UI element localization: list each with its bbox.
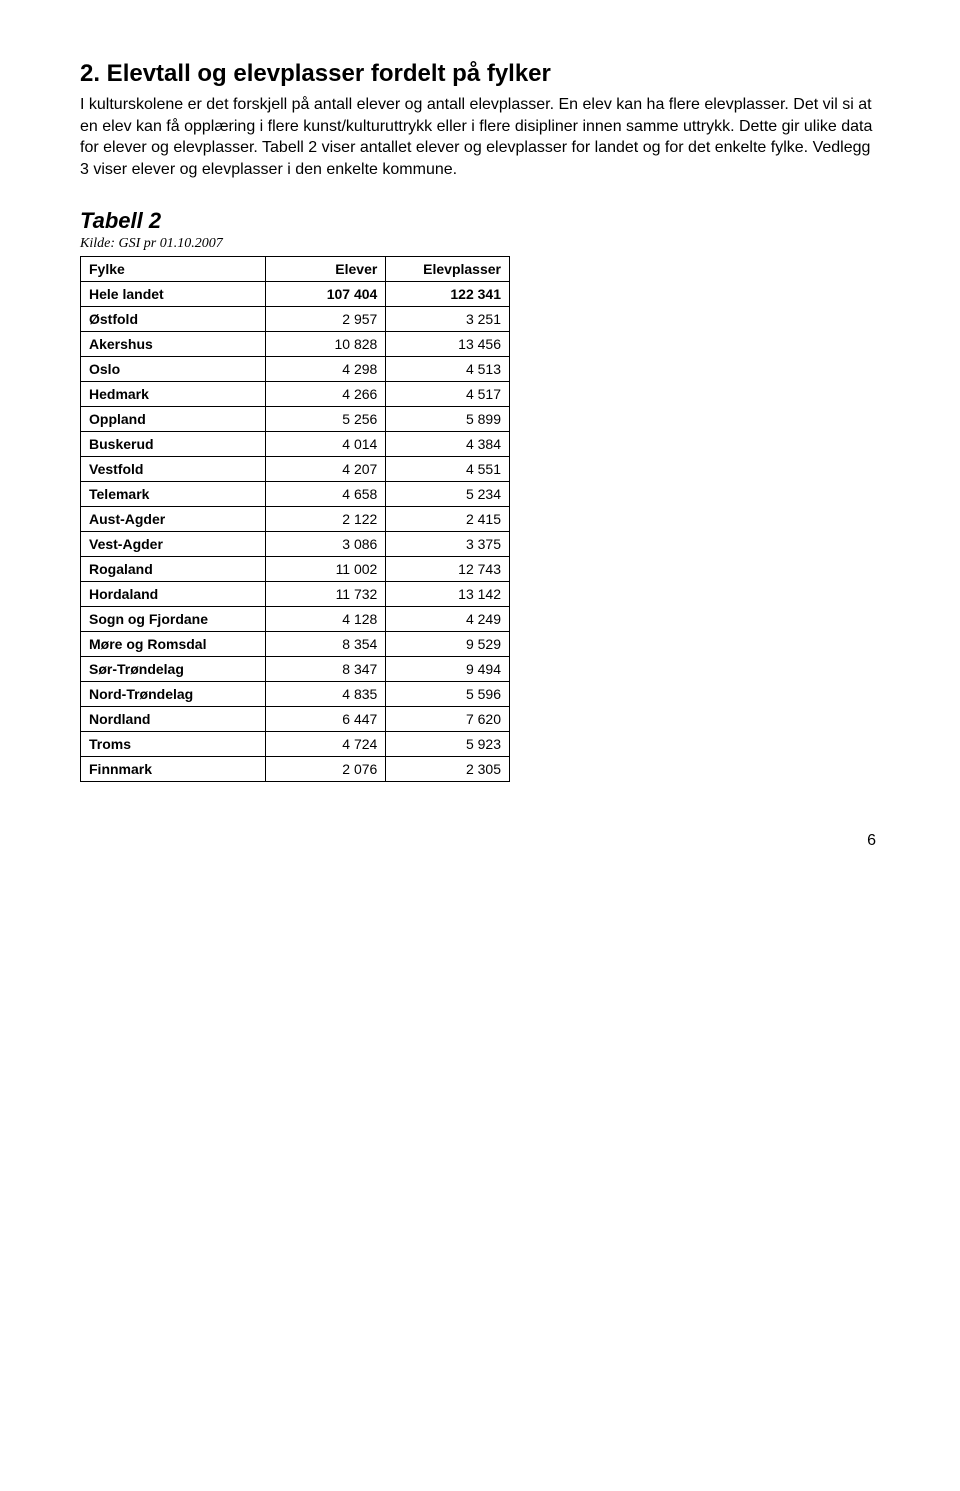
row-label: Telemark [81,482,266,507]
row-label: Finnmark [81,757,266,782]
row-elever: 2 122 [266,507,386,532]
row-elevplasser: 3 375 [386,532,510,557]
table-row: Buskerud4 0144 384 [81,432,510,457]
table-row: Hordaland11 73213 142 [81,582,510,607]
row-label: Hordaland [81,582,266,607]
row-elever: 10 828 [266,332,386,357]
table-row: Oslo4 2984 513 [81,357,510,382]
row-elevplasser: 9 494 [386,657,510,682]
row-label: Møre og Romsdal [81,632,266,657]
row-label: Hedmark [81,382,266,407]
row-label: Nord-Trøndelag [81,682,266,707]
table-title: Tabell 2 [80,208,880,234]
row-elever: 4 014 [266,432,386,457]
row-elevplasser: 2 415 [386,507,510,532]
row-elevplasser: 3 251 [386,307,510,332]
table-row: Telemark4 6585 234 [81,482,510,507]
row-elever: 5 256 [266,407,386,432]
table-row: Aust-Agder2 1222 415 [81,507,510,532]
row-elever: 2 076 [266,757,386,782]
table-row: Rogaland11 00212 743 [81,557,510,582]
table-total-row: Hele landet 107 404 122 341 [81,282,510,307]
table-source: Kilde: GSI pr 01.10.2007 [80,236,880,252]
row-elever: 4 298 [266,357,386,382]
section-heading: 2. Elevtall og elevplasser fordelt på fy… [80,60,880,88]
table-row: Vest-Agder3 0863 375 [81,532,510,557]
row-elevplasser: 4 384 [386,432,510,457]
row-label: Buskerud [81,432,266,457]
row-elever: 4 835 [266,682,386,707]
row-label: Vestfold [81,457,266,482]
row-elevplasser: 5 234 [386,482,510,507]
table-row: Finnmark2 0762 305 [81,757,510,782]
row-elever: 11 002 [266,557,386,582]
row-label: Oslo [81,357,266,382]
row-elevplasser: 5 596 [386,682,510,707]
row-label: Sogn og Fjordane [81,607,266,632]
col-elevplasser: Elevplasser [386,257,510,282]
row-elevplasser: 5 923 [386,732,510,757]
table-header-row: Fylke Elever Elevplasser [81,257,510,282]
row-label: Nordland [81,707,266,732]
row-label: Aust-Agder [81,507,266,532]
table-row: Akershus10 82813 456 [81,332,510,357]
row-elever: 3 086 [266,532,386,557]
table-row: Sogn og Fjordane4 1284 249 [81,607,510,632]
row-label: Rogaland [81,557,266,582]
table-row: Møre og Romsdal8 3549 529 [81,632,510,657]
row-elevplasser: 2 305 [386,757,510,782]
table-row: Troms4 7245 923 [81,732,510,757]
page-number: 6 [80,832,880,850]
body-paragraph: I kulturskolene er det forskjell på anta… [80,94,880,180]
row-label: Oppland [81,407,266,432]
row-elever: 8 354 [266,632,386,657]
row-elever: 2 957 [266,307,386,332]
row-elevplasser: 4 517 [386,382,510,407]
row-label: Akershus [81,332,266,357]
row-elevplasser: 12 743 [386,557,510,582]
total-label: Hele landet [81,282,266,307]
row-label: Vest-Agder [81,532,266,557]
table-row: Sør-Trøndelag8 3479 494 [81,657,510,682]
table-row: Nord-Trøndelag4 8355 596 [81,682,510,707]
row-elevplasser: 5 899 [386,407,510,432]
row-elever: 8 347 [266,657,386,682]
data-table: Fylke Elever Elevplasser Hele landet 107… [80,256,510,782]
row-elevplasser: 7 620 [386,707,510,732]
total-elevplasser: 122 341 [386,282,510,307]
row-elever: 4 658 [266,482,386,507]
row-label: Sør-Trøndelag [81,657,266,682]
row-label: Troms [81,732,266,757]
row-elevplasser: 4 513 [386,357,510,382]
row-label: Østfold [81,307,266,332]
table-row: Oppland5 2565 899 [81,407,510,432]
row-elevplasser: 4 249 [386,607,510,632]
table-row: Østfold2 9573 251 [81,307,510,332]
row-elever: 4 207 [266,457,386,482]
table-row: Nordland6 4477 620 [81,707,510,732]
table-row: Vestfold4 2074 551 [81,457,510,482]
col-elever: Elever [266,257,386,282]
row-elever: 4 128 [266,607,386,632]
table-row: Hedmark4 2664 517 [81,382,510,407]
row-elevplasser: 13 142 [386,582,510,607]
row-elevplasser: 13 456 [386,332,510,357]
row-elever: 6 447 [266,707,386,732]
total-elever: 107 404 [266,282,386,307]
row-elever: 4 724 [266,732,386,757]
row-elevplasser: 4 551 [386,457,510,482]
row-elever: 4 266 [266,382,386,407]
col-fylke: Fylke [81,257,266,282]
row-elevplasser: 9 529 [386,632,510,657]
row-elever: 11 732 [266,582,386,607]
